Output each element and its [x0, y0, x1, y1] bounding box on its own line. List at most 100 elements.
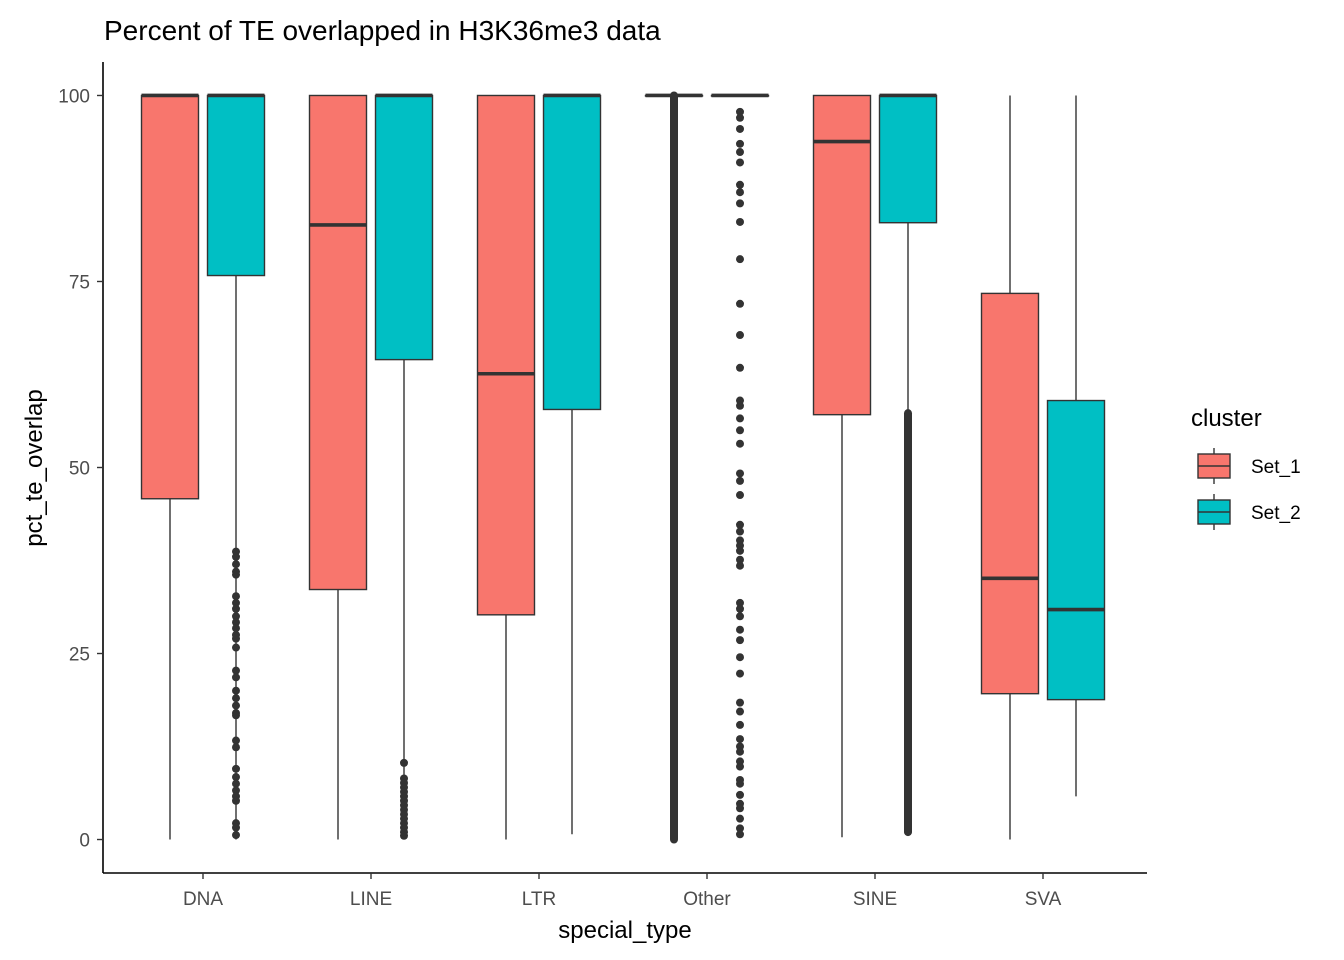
outlier-point [736, 414, 744, 423]
outlier-point [736, 299, 744, 308]
outlier-point [736, 217, 744, 226]
outlier-point [232, 711, 240, 720]
outlier-point [736, 426, 744, 435]
outlier-point [736, 255, 744, 264]
outlier-point [232, 773, 240, 782]
outlier-point [736, 669, 744, 678]
box-body [980, 292, 1040, 695]
outlier-point [736, 476, 744, 485]
x-axis-ticks: DNA LINE LTR Other SINE SVA [183, 873, 1062, 910]
box-body [140, 94, 200, 500]
box-Set_1-SINE [812, 94, 872, 838]
outlier-point [736, 124, 744, 133]
outlier-point [736, 598, 744, 607]
box-body [812, 94, 872, 416]
outlier-point [736, 735, 744, 744]
outlier-point [736, 546, 744, 555]
outlier-point [736, 604, 744, 613]
outlier-point [736, 139, 744, 148]
outlier-point [736, 747, 744, 756]
outlier-point [736, 698, 744, 707]
box-body [308, 94, 368, 591]
outlier-point [232, 736, 240, 745]
box-body [878, 94, 938, 224]
outlier-point [736, 804, 744, 813]
box-Set_1-DNA [140, 93, 200, 840]
outlier-point [232, 598, 240, 607]
plot-area [140, 91, 1106, 844]
chart-title: Percent of TE overlapped in H3K36me3 dat… [104, 15, 661, 46]
outlier-point [736, 439, 744, 448]
outlier-point [736, 158, 744, 167]
outlier-point [736, 469, 744, 478]
outlier-point [736, 824, 744, 833]
outlier-point [232, 666, 240, 675]
outlier-point [736, 707, 744, 716]
outlier-point [232, 786, 240, 795]
outlier-point [736, 790, 744, 799]
outlier-point [736, 779, 744, 788]
box-body [206, 94, 266, 277]
outlier-point [736, 363, 744, 372]
outlier-point [232, 618, 240, 627]
outlier-point [400, 831, 408, 840]
outlier-point [232, 673, 240, 682]
x-tick-label: LINE [350, 889, 392, 910]
legend-label: Set_1 [1251, 457, 1301, 478]
outlier-point [736, 520, 744, 529]
box-body [542, 94, 602, 411]
y-tick-label: 0 [79, 831, 90, 852]
outlier-point [232, 831, 240, 840]
outlier-point [736, 113, 744, 122]
outlier-point [232, 624, 240, 633]
x-tick-label: SVA [1025, 889, 1062, 910]
outlier-point [736, 527, 744, 536]
outlier-point [736, 188, 744, 197]
x-tick-label: SINE [853, 889, 897, 910]
outlier-point [736, 636, 744, 645]
outlier-point [736, 814, 744, 823]
outlier-point [736, 561, 744, 570]
box-Set_1-LINE [308, 94, 368, 840]
outlier-point [736, 720, 744, 729]
x-tick-label: LTR [522, 889, 556, 910]
outlier-point [736, 107, 744, 116]
box-body [1046, 399, 1106, 701]
outlier-point [232, 612, 240, 621]
y-axis-ticks: 0 25 50 75 100 [58, 86, 103, 852]
box-Set_2-Other [710, 93, 770, 839]
outlier-point [232, 570, 240, 579]
outlier-point [736, 199, 744, 208]
box-Set_1-Other [644, 91, 704, 844]
outlier-point [400, 758, 408, 767]
legend-label: Set_2 [1251, 503, 1301, 524]
box-Set_2-LTR [542, 93, 602, 835]
outlier-point [232, 604, 240, 613]
box-body [374, 94, 434, 361]
outlier-point [736, 491, 744, 500]
y-axis-title: pct_te_overlap [21, 389, 48, 546]
outlier-point [232, 796, 240, 805]
box-Set_2-LINE [374, 93, 434, 840]
box-Set_2-DNA [206, 93, 266, 840]
outlier-point [232, 560, 240, 569]
outlier-point [232, 823, 240, 832]
box-Set_2-SINE [878, 93, 938, 837]
y-tick-label: 100 [58, 86, 90, 107]
outlier-cluster [904, 409, 912, 837]
x-tick-label: Other [683, 889, 731, 910]
legend: cluster Set_1 Set_2 [1191, 405, 1301, 530]
legend-title: cluster [1191, 405, 1262, 432]
outlier-point [232, 552, 240, 561]
outlier-point [232, 764, 240, 773]
outlier-point [232, 643, 240, 652]
x-tick-label: DNA [183, 889, 223, 910]
x-axis-title: special_type [558, 917, 691, 944]
box-Set_2-SVA [1046, 95, 1106, 797]
legend-item-Set_2: Set_2 [1197, 494, 1301, 530]
outlier-point [736, 612, 744, 621]
outlier-point [736, 653, 744, 662]
outlier-point [232, 743, 240, 752]
outlier-point [736, 331, 744, 340]
